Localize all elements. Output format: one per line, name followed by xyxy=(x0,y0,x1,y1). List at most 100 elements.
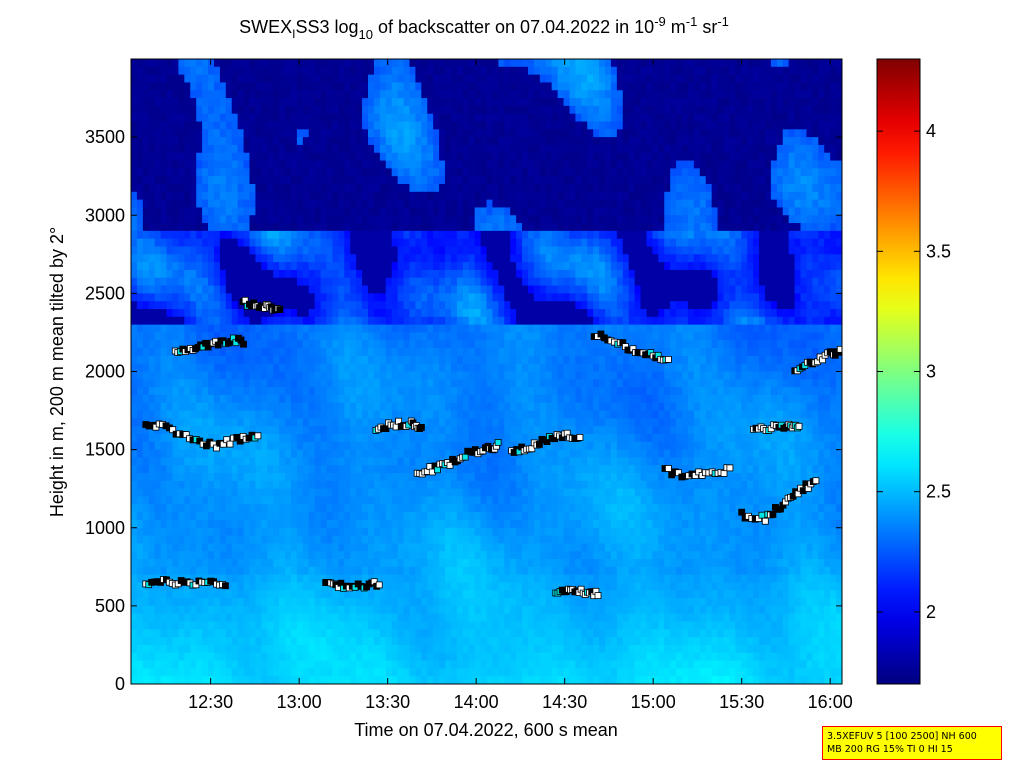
heatmap-cell xyxy=(723,223,731,232)
heatmap-cell xyxy=(646,285,653,294)
heatmap-cell xyxy=(296,293,304,302)
heatmap-cell xyxy=(468,215,476,224)
heatmap-cell xyxy=(160,285,168,294)
heatmap-cell xyxy=(610,332,618,341)
heatmap-cell xyxy=(154,129,162,138)
heatmap-cell xyxy=(368,324,375,334)
heatmap-cell xyxy=(682,168,689,177)
heatmap-cell xyxy=(302,238,310,248)
heatmap-cell xyxy=(593,66,600,76)
heatmap-cell xyxy=(362,82,369,91)
heatmap-cell xyxy=(747,129,754,138)
heatmap-cell xyxy=(593,293,600,302)
heatmap-cell xyxy=(806,324,813,334)
heatmap-cell xyxy=(296,215,304,224)
heatmap-cell xyxy=(362,355,369,365)
heatmap-cell xyxy=(231,191,239,201)
heatmap-cell xyxy=(569,144,576,154)
heatmap-cell xyxy=(539,176,547,185)
heatmap-cell xyxy=(687,168,695,177)
heatmap-cell xyxy=(290,269,298,279)
heatmap-cell xyxy=(439,309,446,318)
heatmap-cell xyxy=(830,238,837,248)
heatmap-cell xyxy=(794,121,802,130)
heatmap-cell xyxy=(676,285,683,294)
heatmap-cell xyxy=(818,113,825,123)
heatmap-cell xyxy=(172,98,179,107)
heatmap-cell xyxy=(492,355,499,365)
heatmap-cell xyxy=(557,332,565,341)
heatmap-cell xyxy=(421,152,428,162)
heatmap-cell xyxy=(605,262,612,271)
heatmap-cell xyxy=(693,121,701,130)
heatmap-cell xyxy=(836,121,842,130)
heatmap-cell xyxy=(563,59,571,68)
heatmap-cell xyxy=(421,113,428,123)
heatmap-cell xyxy=(326,66,334,76)
heatmap-cell xyxy=(747,168,754,177)
heatmap-cell xyxy=(610,199,618,209)
heatmap-cell xyxy=(208,371,215,380)
heatmap-cell xyxy=(225,121,233,130)
heatmap-cell xyxy=(338,191,345,201)
heatmap-cell xyxy=(782,129,790,138)
heatmap-cell xyxy=(148,285,156,294)
heatmap-cell xyxy=(190,238,197,248)
heatmap-cell xyxy=(492,176,499,185)
heatmap-cell xyxy=(379,191,387,201)
heatmap-cell xyxy=(782,113,790,123)
heatmap-cell xyxy=(729,301,736,310)
heatmap-cell xyxy=(711,59,719,68)
heatmap-cell xyxy=(522,316,529,326)
heatmap-cell xyxy=(356,309,363,318)
heatmap-cell xyxy=(575,238,582,248)
heatmap-cell xyxy=(646,82,653,91)
heatmap-cell xyxy=(213,105,221,115)
heatmap-cell xyxy=(131,160,138,169)
heatmap-cell xyxy=(219,215,227,224)
heatmap-cell xyxy=(486,207,494,216)
heatmap-cell xyxy=(356,355,363,365)
heatmap-cell xyxy=(332,316,339,326)
heatmap-cell xyxy=(290,98,298,107)
heatmap-cell xyxy=(646,129,653,138)
heatmap-cell xyxy=(391,238,399,248)
heatmap-cell xyxy=(474,59,482,68)
heatmap-cell xyxy=(510,207,517,216)
heatmap-cell xyxy=(693,277,701,287)
heatmap-cell xyxy=(474,277,482,287)
heatmap-cell xyxy=(474,207,482,216)
heatmap-cell xyxy=(788,152,796,162)
heatmap-cell xyxy=(397,176,405,185)
heatmap-cell xyxy=(350,59,357,68)
heatmap-cell xyxy=(356,113,363,123)
heatmap-cell xyxy=(136,199,144,209)
heatmap-cell xyxy=(533,348,541,357)
heatmap-cell xyxy=(788,121,796,130)
heatmap-cell xyxy=(225,254,233,263)
heatmap-cell xyxy=(320,223,328,232)
heatmap-cell xyxy=(516,316,523,326)
heatmap-cell xyxy=(658,324,665,334)
heatmap-cell xyxy=(184,355,191,365)
heatmap-cell xyxy=(836,355,842,365)
heatmap-cell xyxy=(196,66,203,76)
heatmap-cell xyxy=(397,324,405,334)
heatmap-cell xyxy=(557,238,565,248)
heatmap-cell xyxy=(415,277,422,287)
heatmap-cell xyxy=(320,90,328,99)
heatmap-cell xyxy=(622,152,630,162)
heatmap-cell xyxy=(154,363,162,373)
heatmap-cell xyxy=(474,363,482,373)
heatmap-cell xyxy=(154,168,162,177)
heatmap-cell xyxy=(776,262,784,271)
heatmap-cell xyxy=(699,59,707,68)
heatmap-cell xyxy=(818,223,825,232)
heatmap-cell xyxy=(320,160,328,169)
heatmap-cell xyxy=(131,301,138,310)
heatmap-cell xyxy=(480,293,488,302)
heatmap-cell xyxy=(154,215,162,224)
heatmap-cell xyxy=(818,137,825,146)
heatmap-cell xyxy=(148,348,156,357)
heatmap-cell xyxy=(202,301,209,310)
